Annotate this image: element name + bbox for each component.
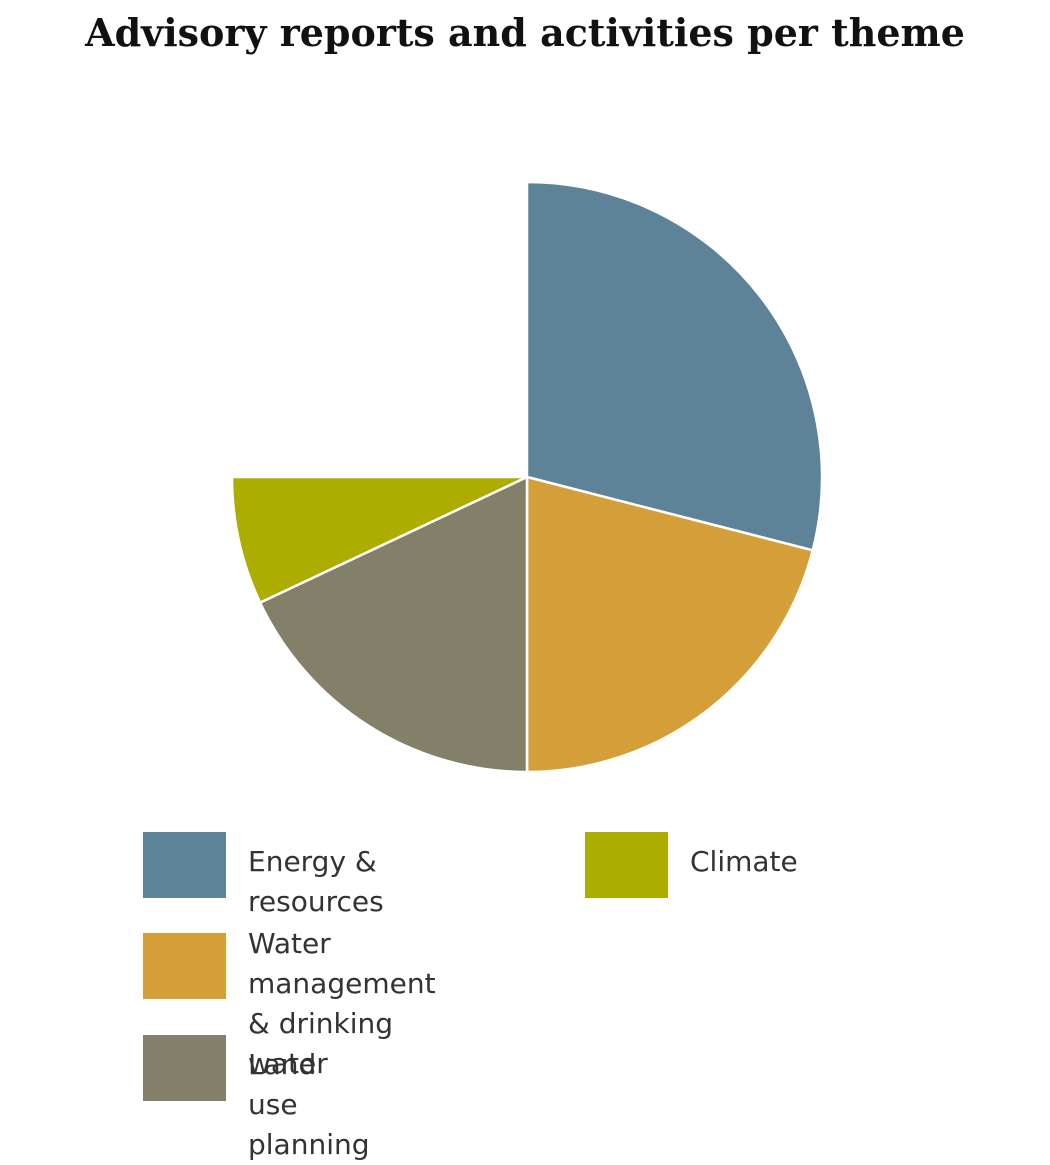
- pie-slice-climate: [230, 475, 529, 604]
- pie-slice-land-use-planning: [258, 475, 529, 774]
- pie-slices: [230, 180, 824, 774]
- legend-label-land-use-planning: Land use planning: [248, 1048, 370, 1161]
- pie-chart: [230, 180, 824, 774]
- legend: Energy & resources Water management & dr…: [143, 832, 798, 1161]
- chart-title: Advisory reports and activities per them…: [85, 10, 965, 55]
- legend-label-climate: Climate: [690, 845, 798, 878]
- legend-swatch-land-use-planning: [143, 1035, 226, 1101]
- legend-label-energy-resources: Energy & resources: [248, 845, 384, 918]
- legend-swatch-climate: [585, 832, 668, 898]
- legend-label-water-management: Water management & drinking water: [248, 927, 436, 1080]
- pie-slice-water-management: [525, 475, 814, 774]
- legend-swatch-energy-resources: [143, 832, 226, 898]
- legend-swatch-water-management: [143, 933, 226, 999]
- pie-slice-energy-resources: [525, 180, 824, 552]
